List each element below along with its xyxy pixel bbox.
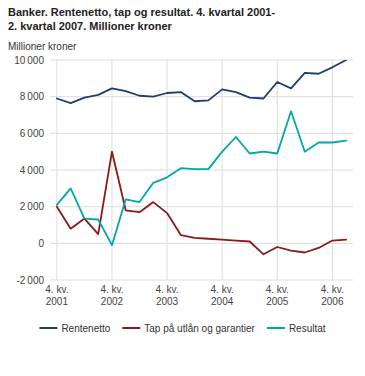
- chart: Banker. Rentenetto, tap og resultat. 4. …: [0, 0, 365, 376]
- y-grid-line: [50, 243, 353, 244]
- series-line: [57, 152, 346, 255]
- legend-label: Tap på utlån og garantier: [144, 323, 255, 334]
- y-tick-label: 4 000: [20, 165, 45, 176]
- legend-item: Rentenetto: [39, 323, 110, 334]
- x-tick-label: 4. kv.2003: [155, 284, 178, 307]
- title: Banker. Rentenetto, tap og resultat. 4. …: [8, 6, 275, 32]
- y-axis-label: Millioner kroner: [8, 41, 77, 52]
- y-tick-label: -2 000: [16, 275, 44, 286]
- y-grid-line: [50, 133, 353, 134]
- y-grid-line: [50, 280, 353, 281]
- legend: Rentenetto Tap på utlån og garantier Resul…: [39, 323, 325, 334]
- series-line: [57, 111, 346, 245]
- lines: [57, 60, 346, 254]
- x-tick-label: 4. kv.2005: [266, 284, 289, 307]
- grid: [50, 60, 353, 280]
- y-grid-line: [50, 206, 353, 207]
- series-line: [57, 60, 346, 103]
- y-tick-label: 6 000: [20, 128, 45, 139]
- y-grid-line: [50, 60, 353, 61]
- x-tick-label: 4. kv.2006: [321, 284, 344, 307]
- legend-label: Rentenetto: [61, 323, 110, 334]
- x-tick-label: 4. kv.2002: [100, 284, 123, 307]
- y-tick-label: 10 000: [14, 55, 44, 66]
- y-tick-label: 0: [38, 238, 44, 249]
- legend-label: Resultat: [289, 323, 326, 334]
- x-grid-line: [56, 60, 57, 280]
- legend-swatch: [122, 327, 140, 329]
- x-grid-line: [332, 60, 333, 280]
- x-grid-line: [111, 60, 112, 280]
- y-tick-label: 8 000: [20, 91, 45, 102]
- x-grid-line: [222, 60, 223, 280]
- legend-swatch: [39, 327, 57, 329]
- legend-item: Tap på utlån og garantier: [122, 323, 255, 334]
- legend-item: Resultat: [267, 323, 326, 334]
- y-grid-line: [50, 96, 353, 97]
- x-tick-label: 4. kv.2001: [45, 284, 68, 307]
- x-tick-label: 4. kv.2004: [211, 284, 234, 307]
- y-tick-label: 2 000: [20, 201, 45, 212]
- legend-swatch: [267, 327, 285, 329]
